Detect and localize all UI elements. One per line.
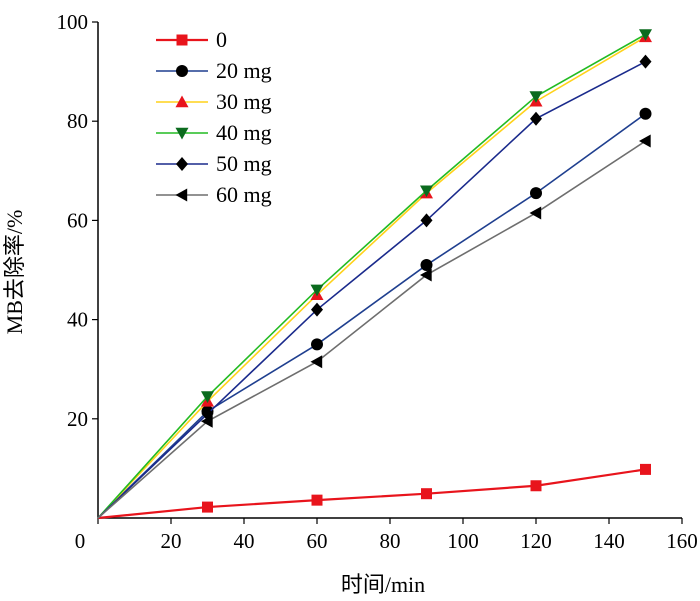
- data-point: [639, 29, 652, 41]
- data-point: [420, 213, 433, 228]
- series-4: [97, 54, 652, 519]
- legend-label: 40 mg: [216, 120, 272, 145]
- data-point: [639, 107, 652, 120]
- data-point: [529, 206, 542, 220]
- data-point: [421, 488, 432, 500]
- series-line: [97, 140, 646, 519]
- legend-label: 30 mg: [216, 89, 272, 114]
- legend-label: 0: [216, 27, 227, 52]
- x-tick-label: 120: [520, 529, 552, 553]
- legend-item: 30 mg: [156, 89, 272, 114]
- data-point: [311, 338, 323, 351]
- legend-item: 20 mg: [156, 58, 272, 83]
- x-tick-label: 160: [666, 529, 698, 553]
- data-point: [530, 187, 542, 200]
- y-axis-title: MB去除率/%: [2, 210, 27, 335]
- series-line: [97, 468, 646, 520]
- x-tick-label: 80: [380, 529, 401, 553]
- legend-item: 0: [156, 27, 227, 52]
- data-point: [420, 185, 433, 198]
- data-point: [420, 268, 432, 282]
- y-tick-label: 20: [67, 407, 88, 431]
- series-line: [97, 60, 646, 519]
- data-point: [201, 414, 213, 428]
- series-line: [97, 113, 646, 519]
- series-1: [97, 107, 652, 519]
- legend-label: 20 mg: [216, 58, 272, 83]
- data-point: [310, 355, 323, 369]
- y-axis-ticks: 20 40 60 80 100: [57, 10, 98, 431]
- series-5: [97, 134, 651, 519]
- x-tick-label: 0: [75, 529, 86, 553]
- legend-item: 40 mg: [156, 120, 272, 145]
- data-point: [202, 501, 213, 513]
- x-tick-label: 100: [447, 529, 479, 553]
- data-point: [175, 95, 189, 108]
- x-tick-label: 40: [234, 529, 255, 553]
- data-point: [175, 188, 188, 202]
- data-point: [176, 157, 188, 171]
- data-point: [176, 65, 188, 77]
- y-tick-label: 100: [57, 10, 89, 34]
- data-point: [639, 54, 652, 69]
- data-point: [639, 134, 651, 148]
- x-axis-ticks: 0 20 40 60 80 100 120 140 160: [75, 518, 698, 553]
- data-point: [530, 480, 542, 492]
- data-point: [640, 463, 651, 475]
- series-line: [97, 33, 646, 519]
- data-point: [176, 34, 188, 46]
- series-0: [97, 463, 651, 520]
- y-tick-label: 60: [67, 208, 88, 232]
- legend-item: 50 mg: [156, 151, 272, 176]
- x-tick-label: 140: [593, 529, 625, 553]
- data-point: [310, 284, 324, 297]
- series-line: [97, 36, 646, 519]
- y-tick-label: 80: [67, 109, 88, 133]
- x-tick-label: 20: [161, 529, 182, 553]
- legend-item: 60 mg: [156, 182, 272, 207]
- legend: 0 20 mg 30 mg 40 mg 50 mg 60 mg: [156, 27, 272, 207]
- data-point: [311, 494, 323, 506]
- x-axis-title: 时间/min: [341, 572, 425, 597]
- data-point: [420, 259, 433, 272]
- data-point: [530, 111, 542, 126]
- data-point: [175, 127, 189, 140]
- y-tick-label: 40: [67, 308, 88, 332]
- series-layer: [97, 29, 652, 520]
- legend-label: 50 mg: [216, 151, 272, 176]
- data-point: [201, 391, 214, 403]
- data-point: [529, 91, 543, 103]
- x-tick-label: 60: [307, 529, 328, 553]
- legend-label: 60 mg: [216, 182, 272, 207]
- plot-area: [97, 22, 682, 519]
- data-point: [311, 302, 323, 317]
- series-3: [97, 29, 652, 519]
